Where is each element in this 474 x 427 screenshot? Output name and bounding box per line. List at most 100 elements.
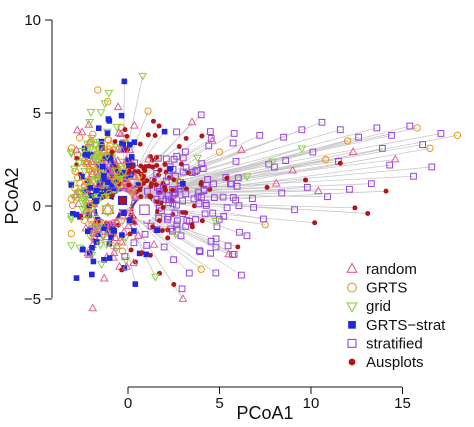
point-ausplots bbox=[352, 205, 358, 211]
point-random bbox=[81, 206, 91, 215]
point-grid bbox=[119, 169, 129, 177]
point-grid bbox=[81, 195, 91, 204]
point-stratified bbox=[198, 160, 206, 168]
point-grid bbox=[96, 109, 106, 118]
point-grts-strat bbox=[95, 231, 101, 237]
point-stratified bbox=[223, 204, 231, 212]
point-grts-strat bbox=[131, 228, 137, 234]
legend-label: GRTS−strat bbox=[366, 317, 446, 334]
point-stratified bbox=[378, 144, 386, 152]
point-random bbox=[77, 127, 87, 136]
point-ausplots bbox=[157, 270, 163, 276]
point-ausplots bbox=[170, 187, 176, 193]
point-grid bbox=[66, 242, 76, 251]
point-stratified bbox=[154, 154, 162, 162]
point-ausplots bbox=[153, 182, 159, 188]
point-ausplots bbox=[145, 132, 151, 138]
point-grts-strat bbox=[86, 250, 93, 257]
point-stratified bbox=[195, 247, 203, 255]
point-ausplots bbox=[183, 186, 189, 192]
point-grts-strat bbox=[113, 167, 120, 173]
point-grid bbox=[95, 241, 105, 250]
y-axis-title: PCoA2 bbox=[2, 167, 22, 224]
point-ausplots bbox=[154, 162, 160, 168]
point-stratified bbox=[185, 217, 193, 225]
point-stratified bbox=[198, 193, 205, 201]
point-stratified bbox=[256, 131, 264, 139]
point-grts-strat bbox=[121, 210, 127, 216]
point-stratified bbox=[155, 187, 163, 195]
point-grts-strat bbox=[110, 186, 116, 193]
point-random bbox=[120, 177, 130, 185]
point-random bbox=[82, 189, 91, 198]
point-stratified bbox=[282, 157, 290, 165]
point-grts-strat bbox=[161, 128, 168, 135]
point-stratified bbox=[355, 133, 362, 141]
point-grts-strat bbox=[126, 217, 133, 224]
point-grid bbox=[113, 143, 123, 152]
point-stratified bbox=[250, 203, 257, 211]
point-grts bbox=[88, 167, 96, 175]
point-ausplots bbox=[159, 228, 165, 234]
point-stratified bbox=[171, 209, 179, 217]
point-ausplots bbox=[199, 218, 205, 224]
point-grid bbox=[66, 150, 76, 159]
point-ausplots bbox=[156, 172, 161, 178]
point-grid bbox=[75, 189, 85, 197]
point-grid bbox=[93, 157, 103, 166]
point-stratified bbox=[210, 194, 218, 202]
point-grid bbox=[85, 140, 95, 149]
point-stratified bbox=[182, 164, 190, 172]
point-grts-strat bbox=[90, 258, 97, 265]
y-tick-label: 10 bbox=[24, 12, 41, 29]
point-stratified bbox=[373, 124, 381, 132]
point-random bbox=[133, 230, 143, 239]
point-ausplots bbox=[171, 282, 177, 287]
point-grts bbox=[89, 163, 98, 172]
legend-item: random bbox=[346, 261, 417, 278]
point-random bbox=[83, 248, 93, 257]
point-grid bbox=[121, 257, 131, 266]
point-random bbox=[116, 129, 126, 137]
point-stratified bbox=[428, 163, 436, 171]
point-stratified bbox=[160, 243, 168, 251]
point-stratified bbox=[280, 133, 287, 141]
point-ausplots bbox=[122, 127, 128, 133]
point-ausplots bbox=[129, 164, 135, 170]
point-random bbox=[390, 154, 400, 163]
legend-marker bbox=[348, 358, 356, 366]
point-grts-strat bbox=[109, 224, 115, 231]
legend-label: GRTS bbox=[366, 280, 407, 297]
point-grts-strat bbox=[110, 227, 117, 233]
point-stratified bbox=[324, 193, 331, 201]
point-grid bbox=[87, 134, 96, 143]
point-grts bbox=[67, 195, 75, 203]
point-stratified bbox=[229, 194, 237, 201]
point-grid bbox=[92, 175, 102, 184]
point-grid bbox=[104, 89, 114, 98]
legend-marker bbox=[346, 262, 358, 273]
point-random bbox=[125, 145, 135, 154]
point-stratified bbox=[220, 212, 228, 220]
point-stratified bbox=[144, 187, 151, 195]
point-grts bbox=[111, 177, 119, 185]
point-grts bbox=[426, 144, 434, 153]
point-ausplots bbox=[148, 154, 153, 160]
point-grid bbox=[102, 241, 112, 250]
point-grts-strat bbox=[104, 130, 111, 136]
point-stratified bbox=[271, 163, 278, 171]
point-ausplots bbox=[337, 160, 343, 166]
point-ausplots bbox=[137, 187, 143, 193]
point-random bbox=[130, 191, 140, 200]
point-grid bbox=[85, 119, 95, 127]
point-grts-strat bbox=[106, 189, 112, 195]
point-stratified bbox=[260, 215, 267, 223]
point-grts-strat bbox=[105, 179, 111, 186]
point-ausplots bbox=[160, 204, 166, 210]
point-grts-strat bbox=[108, 157, 114, 163]
x-axis-ticks: 0 5 10 15 bbox=[124, 387, 411, 412]
point-ausplots bbox=[150, 118, 156, 124]
point-ausplots bbox=[126, 182, 132, 188]
legend-item: stratified bbox=[347, 335, 423, 352]
point-stratified bbox=[230, 250, 238, 258]
